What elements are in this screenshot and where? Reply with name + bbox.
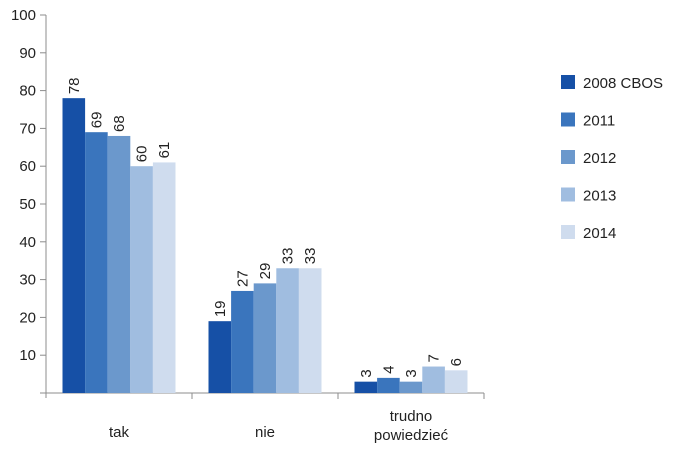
data-label: 27 xyxy=(234,270,251,287)
data-label: 6 xyxy=(448,358,465,366)
legend-label: 2014 xyxy=(583,225,616,242)
bar xyxy=(107,135,131,393)
y-tick-label: 90 xyxy=(19,45,36,62)
legend-swatch xyxy=(561,112,575,127)
bar xyxy=(276,268,299,393)
data-label: 7 xyxy=(426,354,443,362)
legend: 2008 CBOS 2011 2012 2013 2014 xyxy=(561,75,663,242)
data-label: 68 xyxy=(111,115,128,132)
legend-swatch xyxy=(561,225,575,239)
x-category-label: nie xyxy=(255,424,275,441)
bar xyxy=(130,166,153,393)
bar xyxy=(253,283,277,393)
legend-swatch xyxy=(561,187,575,202)
data-label: 19 xyxy=(212,300,229,317)
legend-label: 2012 xyxy=(583,150,616,167)
data-label: 61 xyxy=(156,142,173,159)
x-category-label-line: tak xyxy=(109,424,130,441)
bar xyxy=(354,381,378,393)
x-category-label: tak xyxy=(109,424,130,441)
legend-label: 2011 xyxy=(583,113,615,130)
y-tick-label: 10 xyxy=(19,347,36,364)
y-tick-label: 60 xyxy=(19,158,36,175)
bar xyxy=(208,321,232,393)
data-label: 4 xyxy=(380,366,397,374)
bar xyxy=(85,132,108,393)
legend-label: 2008 CBOS xyxy=(583,75,663,92)
data-label: 3 xyxy=(358,369,375,377)
bar xyxy=(399,381,423,393)
y-tick-label: 70 xyxy=(19,120,36,137)
legend-swatch xyxy=(561,75,575,89)
bar xyxy=(152,162,176,393)
data-label: 33 xyxy=(302,248,319,265)
x-category-label-line: nie xyxy=(255,424,275,441)
data-label: 69 xyxy=(88,111,105,128)
legend-label: 2013 xyxy=(583,188,616,205)
bar xyxy=(444,370,468,393)
y-tick-label: 30 xyxy=(19,272,36,289)
bar xyxy=(377,377,400,393)
y-tick-label: 50 xyxy=(19,196,36,213)
bar xyxy=(298,268,322,393)
y-tick-label: 20 xyxy=(19,309,36,326)
bar xyxy=(422,366,445,393)
bar xyxy=(231,290,254,393)
y-tick-label: 40 xyxy=(19,234,36,251)
y-tick-label: 80 xyxy=(19,83,36,100)
legend-swatch xyxy=(561,150,575,164)
data-label: 29 xyxy=(257,263,274,280)
data-label: 33 xyxy=(280,248,297,265)
x-category-label-line: powiedzieć xyxy=(374,427,449,444)
bar xyxy=(62,98,86,393)
data-label: 78 xyxy=(66,77,83,94)
data-label: 60 xyxy=(134,146,151,163)
x-category-label-line: trudno xyxy=(390,408,433,425)
y-tick-label: 100 xyxy=(11,7,36,24)
data-label: 3 xyxy=(403,369,420,377)
x-category-label: trudno powiedzieć xyxy=(374,408,449,444)
plot-area: 10 20 30 40 50 60 70 80 90 100 tak nie trudno powiedz… xyxy=(11,7,485,444)
